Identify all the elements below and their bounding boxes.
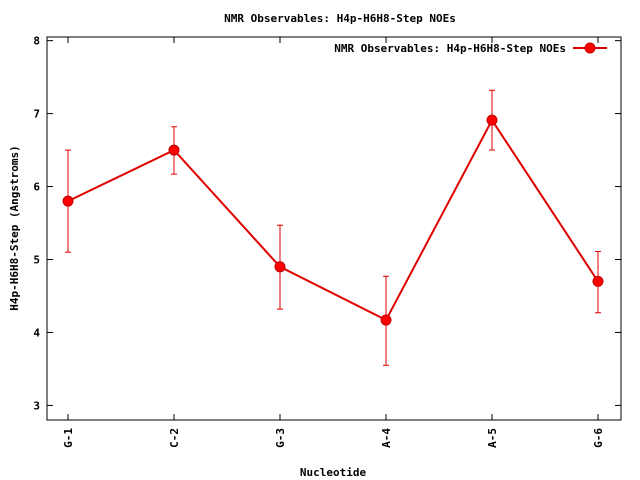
y-tick-label: 4: [33, 326, 40, 339]
y-tick-label: 8: [33, 35, 40, 48]
error-bars: [65, 89, 601, 366]
x-axis: G-1 C-2 G-3 A-4 A-5 G-6: [62, 37, 605, 448]
legend-label: NMR Observables: H4p-H6H8-Step NOEs: [334, 42, 566, 55]
x-tick-label: G-6: [592, 428, 605, 448]
data-points: [62, 114, 604, 326]
data-point: [592, 275, 604, 287]
series-line: [67, 118, 599, 322]
x-tick-label: G-3: [274, 428, 287, 448]
y-tick-label: 6: [33, 181, 40, 194]
data-point: [168, 144, 180, 156]
data-point: [274, 261, 286, 273]
y-tick-label: 5: [33, 254, 40, 267]
x-tick-label: C-2: [168, 428, 181, 448]
data-point: [486, 114, 498, 126]
y-tick-label: 7: [33, 108, 40, 121]
data-point: [62, 195, 74, 207]
legend-point-sample: [584, 42, 596, 54]
x-tick-label: A-5: [486, 428, 499, 448]
plot-frame: [46, 36, 622, 421]
data-point: [380, 314, 392, 326]
chart-title: NMR Observables: H4p-H6H8-Step NOEs: [224, 12, 456, 25]
y-axis-label: H4p-H6H8-Step (Angstroms): [8, 145, 21, 311]
x-tick-label: A-4: [380, 428, 393, 448]
x-axis-label: Nucleotide: [300, 466, 367, 479]
legend: NMR Observables: H4p-H6H8-Step NOEs: [334, 42, 607, 55]
y-axis: 3 4 5 6 7 8: [33, 35, 621, 412]
y-tick-label: 3: [33, 399, 40, 412]
x-tick-label: G-1: [62, 428, 75, 448]
